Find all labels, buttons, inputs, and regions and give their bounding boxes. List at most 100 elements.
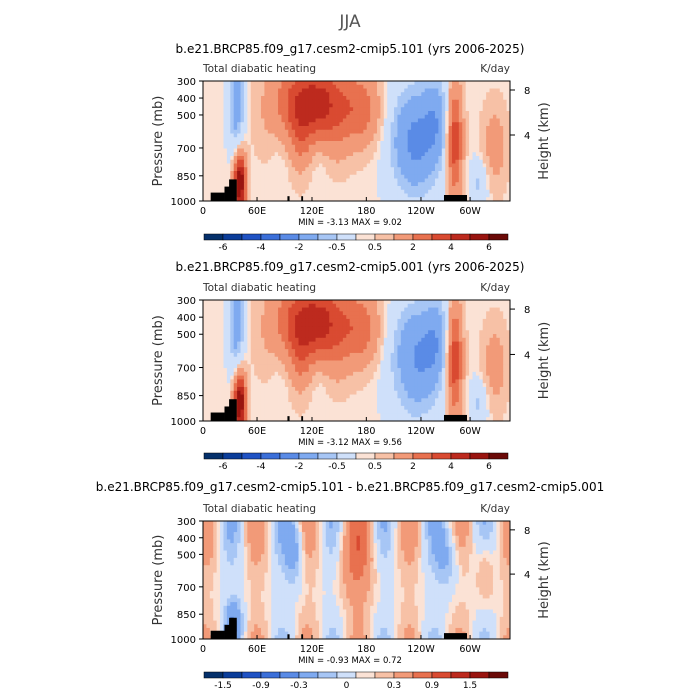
heatmap-cell — [260, 171, 265, 176]
heatmap-cell — [264, 96, 269, 101]
heatmap-cell — [220, 133, 224, 138]
heatmap-cell — [206, 375, 211, 380]
heatmap-cell — [390, 141, 395, 146]
heatmap-cell — [288, 92, 293, 97]
heatmap-cell — [455, 318, 460, 324]
heatmap-cell — [496, 341, 501, 346]
heatmap-cell — [370, 318, 374, 324]
heatmap-cell — [465, 322, 470, 327]
heatmap-cell — [462, 96, 467, 101]
heatmap-cell — [237, 84, 241, 89]
heatmap-cell — [298, 174, 303, 179]
heatmap-cell — [370, 368, 374, 373]
heatmap-cell — [206, 383, 211, 388]
heatmap-cell — [503, 197, 507, 202]
heatmap-cell — [332, 107, 337, 112]
heatmap-cell — [247, 137, 252, 142]
heatmap-cell — [308, 349, 313, 354]
heatmap-cell — [394, 178, 398, 183]
heatmap-cell — [404, 186, 409, 191]
heatmap-cell — [376, 349, 381, 354]
heatmap-cell — [496, 88, 501, 93]
heatmap-cell — [503, 345, 507, 350]
heatmap-cell — [329, 111, 334, 116]
heatmap-cell — [243, 133, 248, 138]
heatmap-cell — [421, 345, 426, 350]
heatmap-cell — [336, 88, 340, 93]
heatmap-cell — [336, 326, 340, 331]
heatmap-cell — [465, 163, 470, 168]
heatmap-cell — [492, 137, 497, 142]
heatmap-cell — [407, 152, 412, 157]
heatmap-cell — [397, 300, 402, 305]
heatmap-cell — [257, 197, 262, 202]
heatmap-cell — [472, 300, 477, 305]
heatmap-cell — [366, 352, 371, 358]
heatmap-cell — [315, 182, 320, 187]
heatmap-cell — [458, 345, 463, 350]
heatmap-cell — [318, 189, 323, 194]
heatmap-cell — [411, 159, 415, 164]
heatmap-cell — [390, 163, 395, 168]
heatmap-cell — [400, 186, 405, 191]
heatmap-cell — [237, 326, 241, 331]
heatmap-cell — [407, 383, 412, 388]
heatmap-cell — [496, 315, 501, 320]
heatmap-cell — [458, 364, 463, 369]
heatmap-cell — [281, 114, 286, 119]
heatmap-cell — [387, 174, 392, 179]
heatmap-cell — [363, 300, 368, 305]
heatmap-cell — [308, 368, 313, 373]
heatmap-cell — [390, 379, 395, 384]
heatmap-cell — [260, 189, 265, 194]
heatmap-cell — [387, 122, 392, 127]
heatmap-cell — [260, 144, 265, 149]
heatmap-cell — [353, 126, 357, 131]
heatmap-cell — [486, 114, 490, 119]
heatmap-cell — [428, 330, 432, 335]
heatmap-cell — [373, 159, 378, 164]
heatmap-cell — [315, 300, 320, 305]
heatmap-cell — [308, 375, 313, 380]
heatmap-cell — [322, 144, 327, 149]
heatmap-cell — [397, 311, 402, 316]
heatmap-cell — [496, 197, 501, 202]
heatmap-cell — [499, 92, 504, 97]
heatmap-cell — [281, 178, 286, 183]
heatmap-cell — [411, 186, 415, 191]
heatmap-cell — [465, 364, 470, 369]
heatmap-cell — [472, 375, 477, 380]
heatmap-cell — [230, 345, 235, 350]
heatmap-cell — [247, 114, 252, 119]
heatmap-cell — [397, 371, 402, 377]
heatmap-cell — [308, 174, 313, 179]
heatmap-cell — [312, 144, 316, 149]
heatmap-cell — [301, 133, 306, 138]
heatmap-cell — [376, 171, 381, 176]
heatmap-cell — [407, 163, 412, 168]
heatmap-cell — [342, 111, 347, 116]
heatmap-cell — [499, 352, 504, 358]
heatmap-cell — [346, 341, 351, 346]
heatmap-cell — [506, 126, 511, 131]
heatmap-cell — [260, 349, 265, 354]
heatmap-cell — [250, 129, 255, 134]
heatmap-cell — [254, 349, 258, 354]
heatmap-cell — [387, 300, 392, 305]
heatmap-cell — [356, 315, 361, 320]
heatmap-cell — [353, 189, 357, 194]
heatmap-cell — [390, 315, 395, 320]
heatmap-cell — [394, 307, 398, 312]
heatmap-cell — [247, 152, 252, 157]
heatmap-cell — [486, 349, 490, 354]
heatmap-cell — [220, 99, 224, 104]
heatmap-cell — [469, 379, 473, 384]
heatmap-cell — [489, 352, 494, 358]
heatmap-cell — [264, 178, 269, 183]
heatmap-cell — [359, 111, 364, 116]
heatmap-cell — [448, 178, 453, 183]
heatmap-cell — [397, 152, 402, 157]
heatmap-cell — [370, 122, 374, 127]
heatmap-cell — [250, 326, 255, 331]
heatmap-cell — [359, 148, 364, 153]
